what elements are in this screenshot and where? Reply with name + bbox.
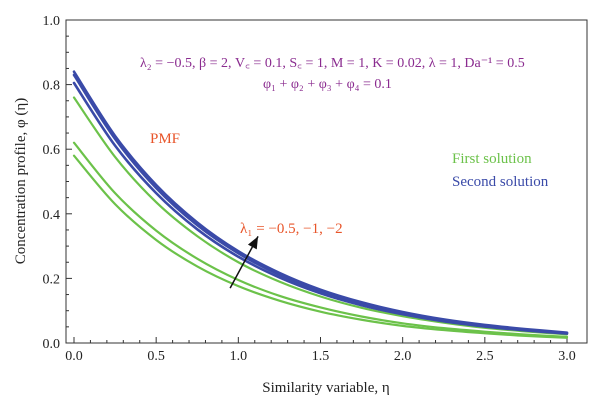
y-tick-label: 0.8 — [43, 79, 61, 94]
first-solution-line-0 — [72, 154, 569, 339]
x-axis-label: Similarity variable, η — [262, 380, 390, 396]
x-tick-label: 2.0 — [394, 349, 412, 364]
legend-first-solution: First solution — [452, 151, 532, 167]
y-tick-label: 1.0 — [43, 14, 61, 29]
first-solution-line-1 — [72, 141, 569, 338]
arrow-head — [247, 236, 259, 250]
x-tick-label: 1.5 — [312, 349, 330, 364]
x-tick-label: 1.0 — [230, 349, 248, 364]
series-layer — [72, 70, 569, 339]
lambda1-annotation: λ₁ = −0.5, −1, −2 — [240, 221, 343, 237]
y-axis-label: Concentration profile, φ (η) — [13, 98, 29, 264]
y-tick-label: 0.2 — [43, 272, 61, 287]
x-tick-label: 0.0 — [65, 349, 83, 364]
y-tick-label: 0.6 — [43, 143, 61, 158]
x-tick-label: 2.5 — [476, 349, 494, 364]
y-tick-label: 0.4 — [43, 208, 61, 223]
legend-second-solution: Second solution — [452, 174, 549, 190]
y-axis-ticks: 0.0 0.2 0.4 0.6 0.8 1.0 — [43, 14, 72, 352]
second-solution-line-5 — [72, 70, 569, 334]
parameters-line-2: φ₁ + φ₂ + φ₃ + φ₄ = 0.1 — [263, 77, 392, 92]
x-tick-label: 0.5 — [147, 349, 165, 364]
x-tick-label: 3.0 — [558, 349, 576, 364]
parameters-line-1: λ₂ = −0.5, β = 2, V꜀ = 0.1, S꜀ = 1, M = … — [140, 56, 525, 71]
y-tick-label: 0.0 — [43, 337, 61, 352]
lambda-arrow — [229, 236, 259, 289]
first-solution-line-2 — [72, 96, 569, 336]
x-axis-ticks: 0.0 0.5 1.0 1.5 2.0 2.5 3.0 — [65, 337, 576, 364]
pmf-label: PMF — [150, 131, 180, 147]
